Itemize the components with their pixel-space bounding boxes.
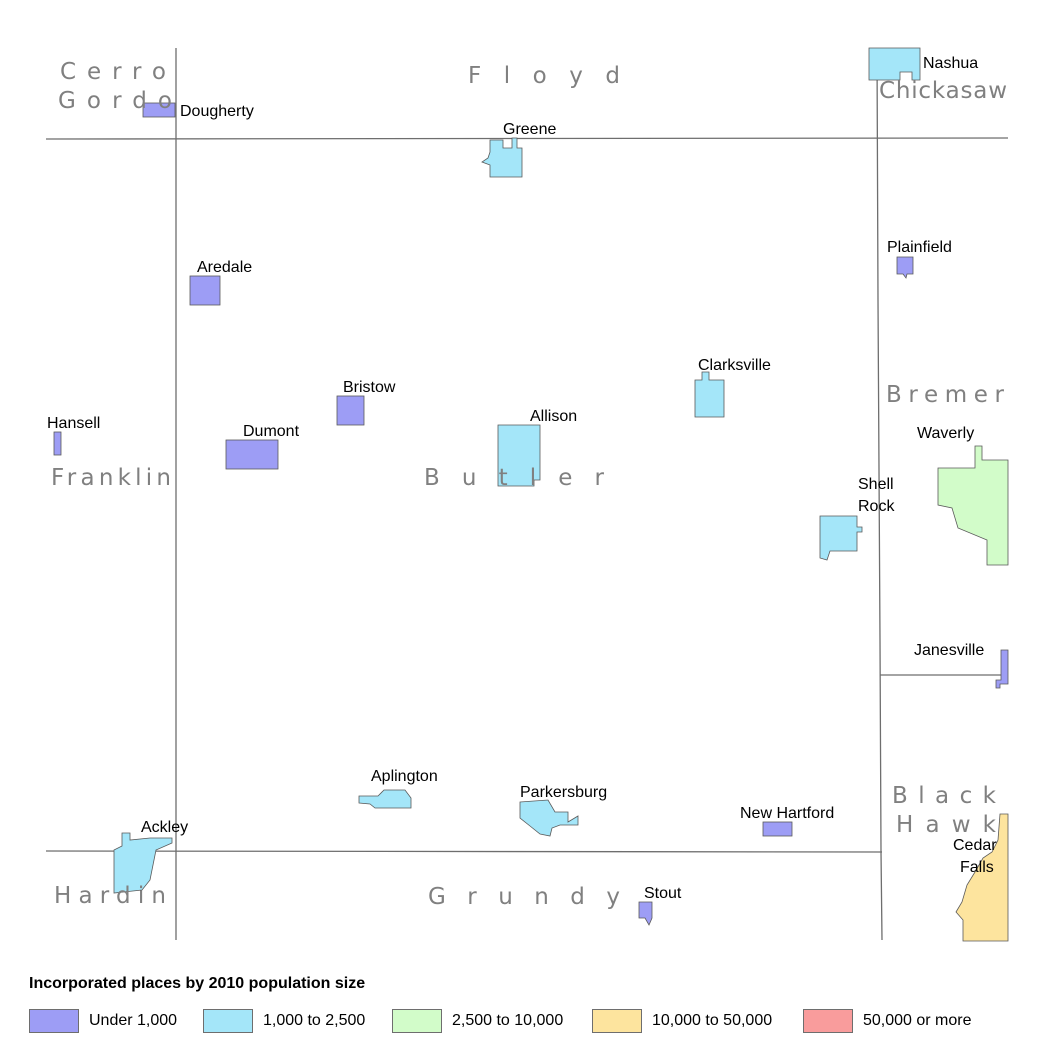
place-label-janesville: Janesville [914, 642, 984, 659]
place-label-bristow: Bristow [343, 379, 396, 396]
legend-swatch-2500-10000 [392, 1009, 442, 1033]
legend-label-2500-10000: 2,500 to 10,000 [452, 1012, 564, 1029]
legend-label-under-1000: Under 1,000 [89, 1012, 178, 1029]
bristow-shape [336, 395, 365, 426]
place-label-nashua: Nashua [923, 55, 978, 72]
county-label-hardin: Hardin [54, 883, 166, 909]
dougherty-shape [142, 102, 176, 118]
greene-shape [481, 137, 523, 178]
boundary-south [45, 850, 883, 853]
legend-item-under-1000: Under 1,000 [29, 1009, 177, 1033]
county-label-chickasaw: Chickasaw [879, 78, 1007, 104]
parkersburg-shape [519, 799, 579, 837]
nashua-shape [868, 47, 921, 81]
place-label-waverly: Waverly [917, 425, 974, 442]
county-label-black-hawk: Black [892, 783, 997, 809]
place-label-plainfield: Plainfield [887, 239, 952, 256]
place-label-parkersburg: Parkersburg [520, 784, 607, 801]
places [53, 47, 1009, 942]
legend-label-50000-plus: 50,000 or more [863, 1012, 972, 1029]
county-label-cerro-gordo: Cerro [60, 59, 166, 85]
hansell-shape [53, 431, 62, 456]
legend-items: Under 1,000 1,000 to 2,500 2,500 to 10,0… [29, 1009, 1029, 1039]
boundary-north [45, 137, 1009, 140]
stout-shape [638, 901, 653, 926]
aplington-shape [358, 789, 412, 809]
waverly-shape [937, 445, 1009, 566]
place-label-aredale: Aredale [197, 259, 252, 276]
legend-swatch-50000-plus [803, 1009, 853, 1033]
janesville-shape [995, 649, 1009, 689]
legend-item-1000-2500: 1,000 to 2,500 [203, 1009, 365, 1033]
dumont-shape [225, 439, 279, 470]
place-label-new-hartford: New Hartford [740, 805, 834, 822]
legend-title: Incorporated places by 2010 population s… [29, 975, 366, 992]
county-label-black-hawk-2: Hawk [896, 812, 997, 838]
legend-swatch-10000-50000 [592, 1009, 642, 1033]
place-label-clarksville: Clarksville [698, 357, 771, 374]
place-label-shell-rock-2: Rock [858, 498, 895, 515]
legend-item-10000-50000: 10,000 to 50,000 [592, 1009, 772, 1033]
place-label-aplington: Aplington [371, 768, 438, 785]
county-label-grundy: Grundy [428, 884, 620, 910]
clarksville-shape [694, 371, 725, 418]
shell-rock-shape [819, 515, 863, 561]
cedar-falls-shape [955, 813, 1009, 942]
place-label-allison: Allison [530, 408, 577, 425]
place-label-dumont: Dumont [243, 423, 300, 440]
place-labels: Nashua Dougherty Greene Plainfield Areda… [47, 55, 997, 902]
new-hartford-shape [762, 821, 793, 837]
legend-label-10000-50000: 10,000 to 50,000 [652, 1012, 773, 1029]
place-label-stout: Stout [644, 885, 682, 902]
place-label-cedar-falls-2: Falls [960, 859, 994, 876]
ackley-shape [113, 832, 173, 894]
county-map: Cerro Gordo Floyd Chickasaw Bremer Frank… [45, 47, 1009, 942]
county-label-bremer: Bremer [886, 382, 1005, 408]
place-label-cedar-falls: Cedar [953, 837, 997, 854]
county-label-floyd: Floyd [468, 63, 620, 89]
allison-shape [497, 424, 541, 487]
plainfield-shape [896, 256, 914, 279]
place-label-ackley: Ackley [141, 819, 188, 836]
legend-swatch-under-1000 [29, 1009, 79, 1033]
legend-label-1000-2500: 1,000 to 2,500 [263, 1012, 366, 1029]
legend: Incorporated places by 2010 population s… [29, 975, 1029, 1039]
county-label-franklin: Franklin [51, 465, 171, 491]
legend-swatch-1000-2500 [203, 1009, 253, 1033]
place-label-hansell: Hansell [47, 415, 100, 432]
legend-item-50000-plus: 50,000 or more [803, 1009, 972, 1033]
county-boundaries [45, 47, 1009, 941]
boundary-east [876, 47, 883, 941]
place-label-shell-rock: Shell [858, 476, 894, 493]
aredale-shape [189, 275, 221, 306]
place-label-dougherty: Dougherty [180, 103, 254, 120]
place-label-greene: Greene [503, 121, 556, 138]
legend-item-2500-10000: 2,500 to 10,000 [392, 1009, 563, 1033]
